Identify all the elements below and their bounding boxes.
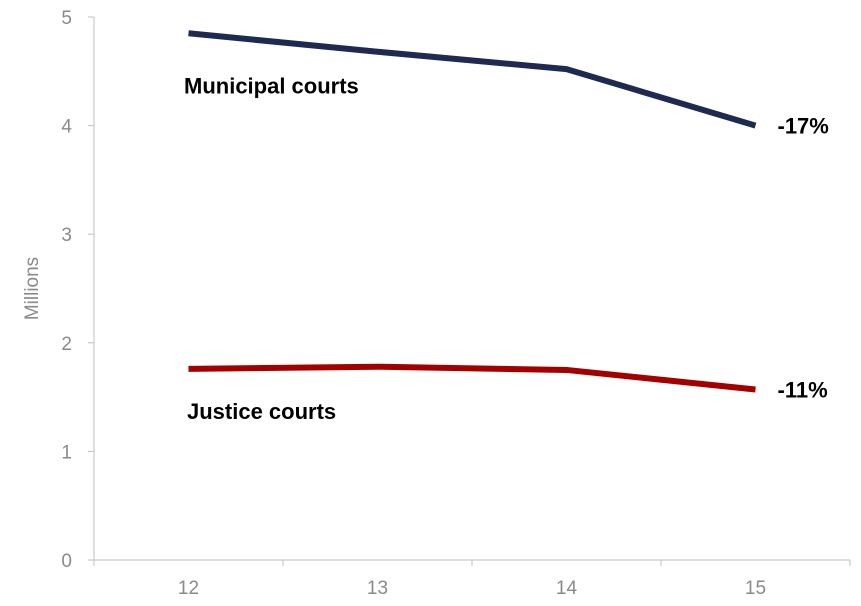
series-line-0 <box>188 30 757 129</box>
series-lines <box>188 30 757 393</box>
series-line-1 <box>188 363 756 393</box>
y-tick-label: 5 <box>61 8 72 29</box>
x-tick-label: 14 <box>556 578 578 599</box>
series-name-label: Justice courts <box>187 399 336 424</box>
x-tick-label: 15 <box>745 578 766 599</box>
y-tick-label: 3 <box>61 225 72 246</box>
x-tick-label: 13 <box>367 578 388 599</box>
change-label: -17% <box>778 114 829 139</box>
y-tick-label: 4 <box>61 117 72 138</box>
series-name-label: Municipal courts <box>184 73 359 98</box>
y-tick-label: 2 <box>61 334 72 355</box>
x-tick-label: 12 <box>178 578 199 599</box>
series-labels: Municipal courts Justice courts -17% -11% <box>184 73 829 424</box>
y-tick-label: 1 <box>61 442 72 463</box>
y-tick-label: 0 <box>61 551 72 572</box>
y-axis-title: Millions <box>22 257 43 320</box>
change-label: -11% <box>778 377 828 402</box>
